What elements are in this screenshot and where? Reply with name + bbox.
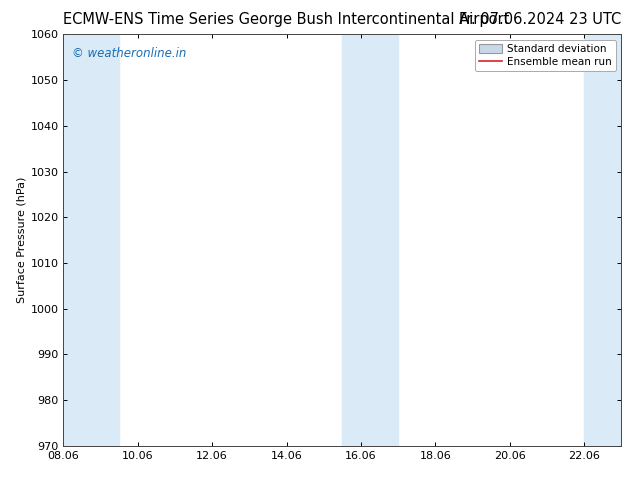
- Bar: [342, 34, 398, 446]
- Text: Fr. 07.06.2024 23 UTC: Fr. 07.06.2024 23 UTC: [459, 12, 621, 27]
- Legend: Standard deviation, Ensemble mean run: Standard deviation, Ensemble mean run: [475, 40, 616, 72]
- Bar: [584, 34, 621, 446]
- Y-axis label: Surface Pressure (hPa): Surface Pressure (hPa): [16, 177, 26, 303]
- Text: ECMW-ENS Time Series George Bush Intercontinental Airport: ECMW-ENS Time Series George Bush Interco…: [63, 12, 510, 27]
- Bar: [63, 34, 119, 446]
- Text: © weatheronline.in: © weatheronline.in: [72, 47, 186, 60]
